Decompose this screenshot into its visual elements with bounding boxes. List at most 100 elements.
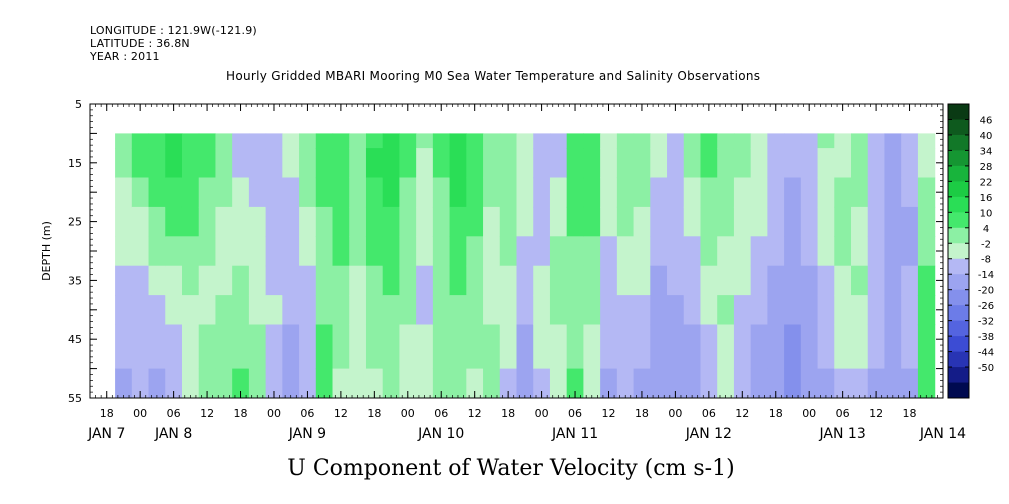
heatmap-cell [198,133,217,149]
heatmap-cell [483,265,501,296]
colorbar-swatch [948,382,969,399]
x-axis-label: U Component of Water Velocity (cm s-1) [287,456,734,481]
heatmap-cell [483,148,501,179]
heatmap-cell [248,148,267,179]
heatmap-cell [650,133,668,149]
heatmap-cell [332,206,350,237]
colorbar-frame [947,103,970,399]
heatmap-cell [516,368,534,398]
heatmap-cell [633,368,651,398]
heatmap-cell [600,206,618,237]
heatmap-cell [600,177,618,208]
heatmap-cell [901,206,919,237]
heatmap-cell [884,324,902,370]
heatmap-cell [549,265,568,296]
x-tick-label: 06 [702,407,716,420]
heatmap-cell [416,133,434,149]
heatmap-cell [650,236,668,267]
heatmap-cell [817,206,835,237]
x-day-label: JAN 13 [819,426,866,442]
heatmap-cell [499,265,518,296]
heatmap-cell [867,236,886,267]
y-tick-label: 25 [68,216,82,229]
heatmap-cell [650,265,668,296]
heatmap-cell [215,236,233,267]
heatmap-cell [466,368,484,398]
heatmap-cell [800,148,819,179]
heatmap-cell [717,236,735,267]
heatmap-cell [449,324,467,370]
heatmap-cell [115,177,133,208]
x-tick-label: 12 [601,407,615,420]
heatmap-cell [148,324,166,370]
heatmap-cell [683,206,702,237]
heatmap-cell [483,206,501,237]
heatmap-cell [650,148,668,179]
heatmap-cell [917,324,936,370]
heatmap-cell [767,148,785,179]
heatmap-cell [148,236,166,267]
heatmap-cell [265,133,283,149]
heatmap-cell [265,368,283,398]
heatmap-cell [181,295,200,326]
colorbar-label: -32 [978,317,994,328]
heatmap-cell [131,177,150,208]
heatmap-cell [717,295,735,326]
heatmap-cell [549,177,568,208]
heatmap-cell [733,295,752,326]
heatmap-cell [700,148,718,179]
heatmap-cell [449,206,467,237]
heatmap-cell [784,324,802,370]
heatmap-cell [232,148,250,179]
heatmap-cell [851,148,869,179]
heatmap-cell [349,295,367,326]
colorbar-swatch [948,119,969,136]
heatmap-cell [181,148,200,179]
heatmap-cell [549,295,568,326]
y-tick-label: 55 [68,392,82,405]
heatmap-cell [867,133,886,149]
heatmap-cell [416,265,434,296]
heatmap-cell [717,368,735,398]
heatmap-cell [198,265,217,296]
heatmap-cell [299,295,317,326]
heatmap-cell [616,177,635,208]
heatmap-cell [115,368,133,398]
heatmap-cell [265,148,283,179]
heatmap-cell [600,148,618,179]
heatmap-cell [616,295,635,326]
colorbar-label: 46 [980,115,993,126]
heatmap-cell [884,206,902,237]
heatmap-cell [248,177,267,208]
heatmap-cell [299,206,317,237]
heatmap-cell [248,236,267,267]
heatmap-cell [583,324,601,370]
x-tick-label: 18 [100,407,114,420]
heatmap-cell [131,324,150,370]
heatmap-cell [382,206,401,237]
heatmap-cell [349,368,367,398]
colorbar-swatch [948,196,969,213]
heatmap-cell [533,265,551,296]
heatmap-cell [566,236,585,267]
heatmap-cell [265,206,283,237]
heatmap-cell [600,236,618,267]
heatmap-cell [817,324,835,370]
heatmap-cell [365,148,384,179]
colorbar-label: -50 [978,363,994,374]
heatmap-cell [499,324,518,370]
heatmap-cell [800,206,819,237]
heatmap-cell [198,324,217,370]
heatmap-cell [432,236,451,267]
heatmap-cell [750,133,768,149]
heatmap-cell [483,177,501,208]
x-day-label: JAN 10 [417,426,464,442]
heatmap-cell [884,133,902,149]
heatmap-cell [516,265,534,296]
heatmap-cell [148,206,166,237]
heatmap-cell [299,177,317,208]
heatmap-cell [917,295,936,326]
x-tick-label: 06 [836,407,850,420]
heatmap-cell [616,265,635,296]
heatmap-cell [616,133,635,149]
